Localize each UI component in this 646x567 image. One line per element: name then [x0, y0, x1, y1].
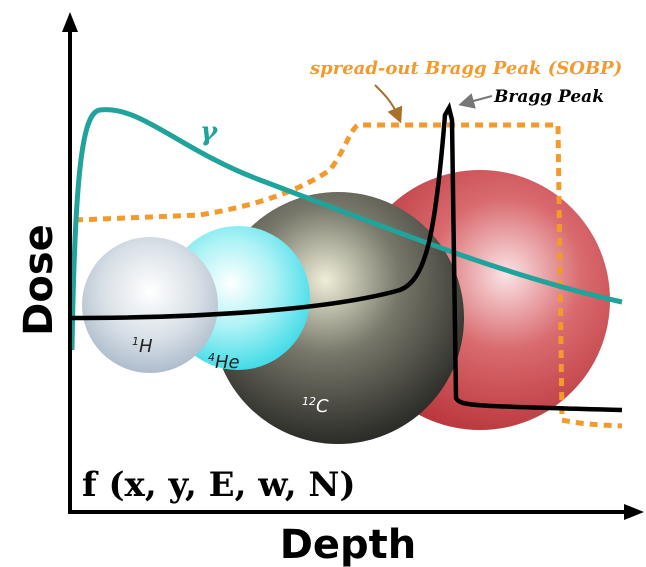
x-axis-label: Depth	[280, 522, 417, 567]
ion-symbol: O	[442, 426, 456, 447]
ion-symbol: He	[215, 352, 240, 373]
y-axis-label: Dose	[16, 224, 62, 336]
sobp-label: spread-out Bragg Peak (SOBP)	[309, 58, 622, 79]
diagram: Dose Depth γ spread-out Bragg Peak (SOBP…	[0, 0, 646, 567]
bragg-label: Bragg Peak	[493, 87, 604, 107]
bragg-arrow	[466, 96, 492, 103]
formula: f (x, y, E, w, N)	[82, 465, 356, 505]
ion-mass: 4	[208, 351, 215, 364]
y-axis-arrow	[62, 12, 78, 32]
ion-mass: 12	[302, 395, 316, 408]
gamma-label: γ	[200, 117, 219, 147]
ion-label: 4He	[208, 351, 240, 373]
ion-mass: 1	[132, 335, 139, 348]
x-axis-arrow	[624, 504, 644, 520]
sobp-arrow	[375, 85, 398, 116]
ion-mass: 16	[428, 425, 442, 438]
ion-symbol: H	[139, 336, 153, 357]
ion-symbol: C	[316, 396, 329, 417]
ion-label: 16O	[428, 425, 456, 447]
